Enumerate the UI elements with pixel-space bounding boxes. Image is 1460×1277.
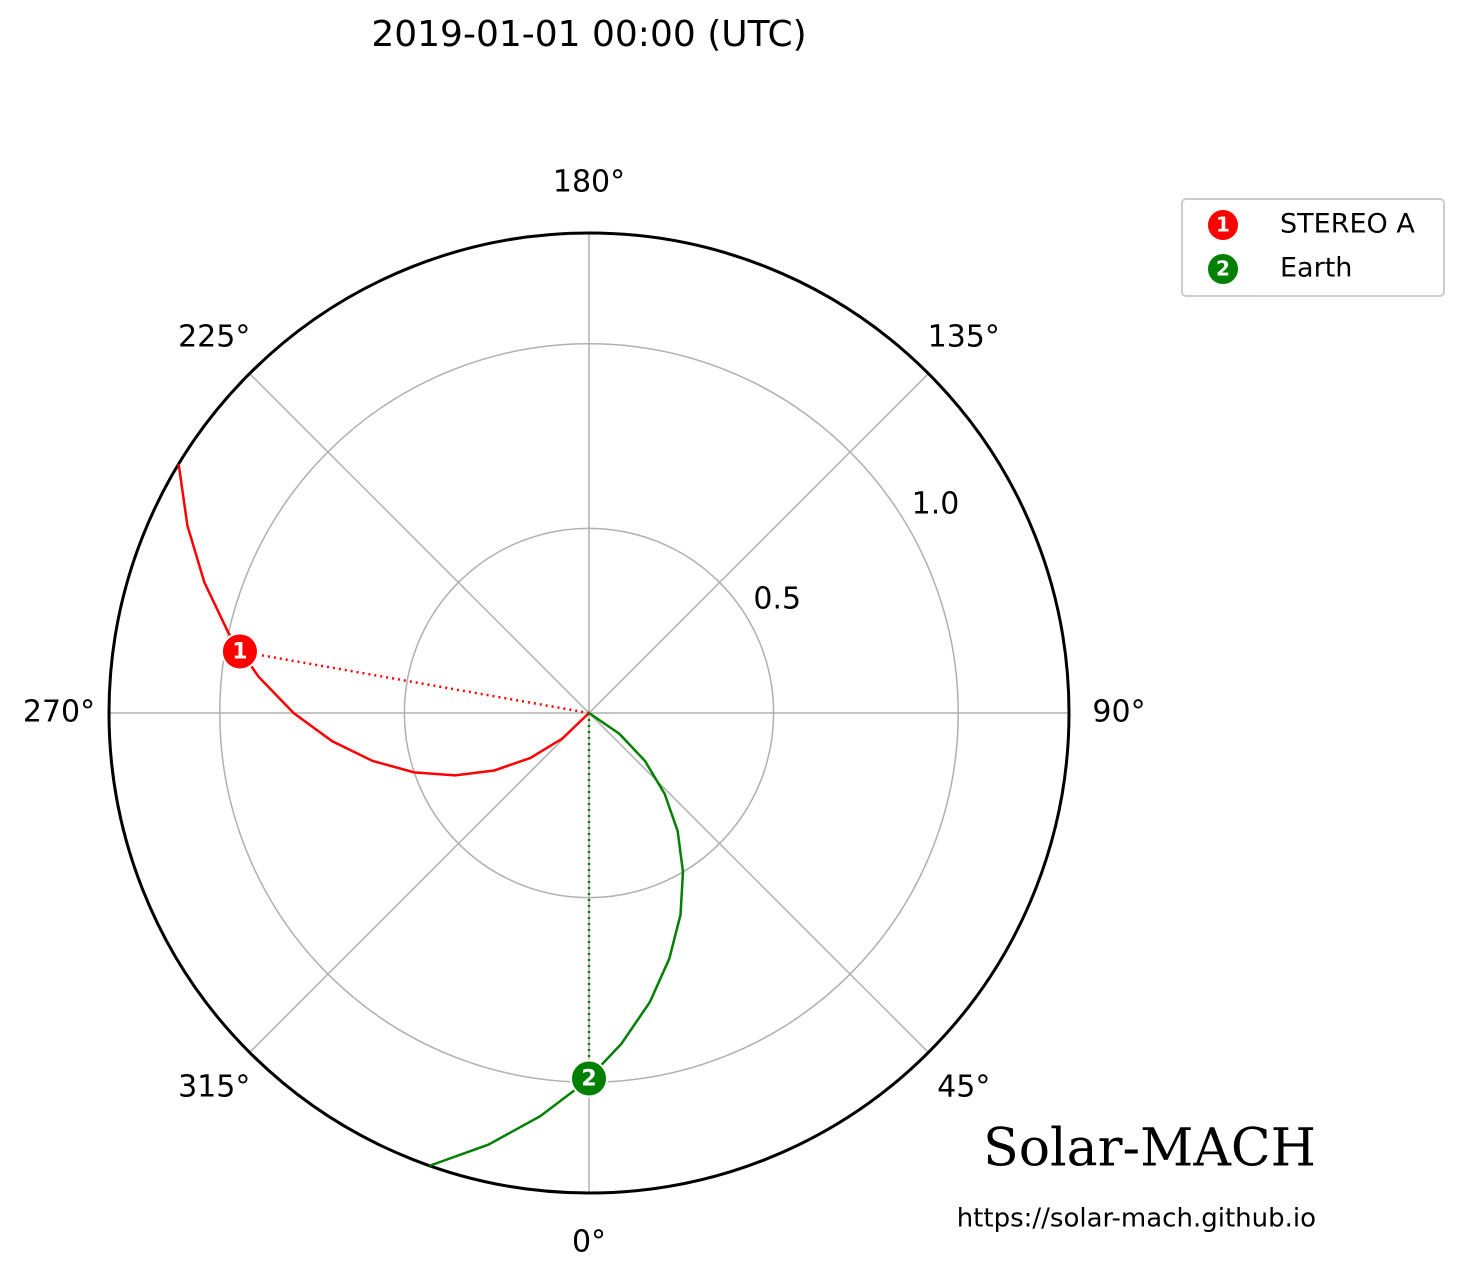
- brand: Solar-MACH: [983, 1119, 1316, 1179]
- grid-ring: [403, 527, 775, 899]
- body-marker: [220, 632, 259, 671]
- sun-connector: [239, 650, 590, 715]
- legend-label: Earth: [1280, 253, 1352, 284]
- theta-tick-label: 0°: [572, 1225, 606, 1260]
- url: https://solar-mach.github.io: [957, 1204, 1316, 1234]
- r-tick-label: 1.0: [912, 486, 960, 521]
- legend-box: [1181, 198, 1445, 297]
- theta-tick-label: 180°: [553, 165, 625, 200]
- theta-tick-label: 225°: [178, 320, 250, 355]
- legend-marker: [1206, 252, 1240, 286]
- legend-label: STEREO A: [1280, 209, 1415, 240]
- theta-tick-label: 90°: [1092, 695, 1145, 730]
- body-marker-label: 2: [581, 1067, 596, 1092]
- legend-marker-label: 1: [1216, 213, 1230, 237]
- grid-spoke: [249, 373, 590, 714]
- grid-spoke: [588, 373, 929, 714]
- theta-tick-label: 315°: [178, 1069, 250, 1104]
- legend-marker-label: 2: [1216, 257, 1230, 281]
- theta-tick-label: 135°: [928, 320, 1000, 355]
- theta-tick-label: 270°: [23, 695, 95, 730]
- r-tick-label: 0.5: [753, 581, 801, 616]
- theta-tick-label: 45°: [937, 1069, 990, 1104]
- spiral: [429, 711, 685, 1167]
- chart-title: 2019-01-01 00:00 (UTC): [371, 14, 806, 55]
- outer-frame: [107, 231, 1071, 1195]
- grid-spoke: [249, 712, 590, 1053]
- grid-spoke: [588, 712, 929, 1053]
- body-marker-label: 1: [232, 639, 247, 664]
- body-marker: [570, 1059, 608, 1098]
- spiral: [177, 463, 590, 777]
- legend-marker: [1206, 208, 1240, 242]
